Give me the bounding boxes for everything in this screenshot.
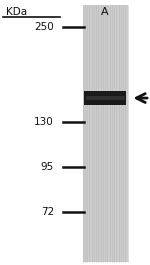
Text: 250: 250 [34, 21, 54, 32]
Bar [82, 5, 128, 262]
Text: 72: 72 [41, 207, 54, 217]
Text: A: A [101, 7, 109, 17]
Text: KDa: KDa [6, 7, 27, 17]
Text: 95: 95 [41, 162, 54, 172]
Text: 130: 130 [34, 117, 54, 127]
Bar [85, 96, 124, 100]
Bar [84, 91, 126, 105]
